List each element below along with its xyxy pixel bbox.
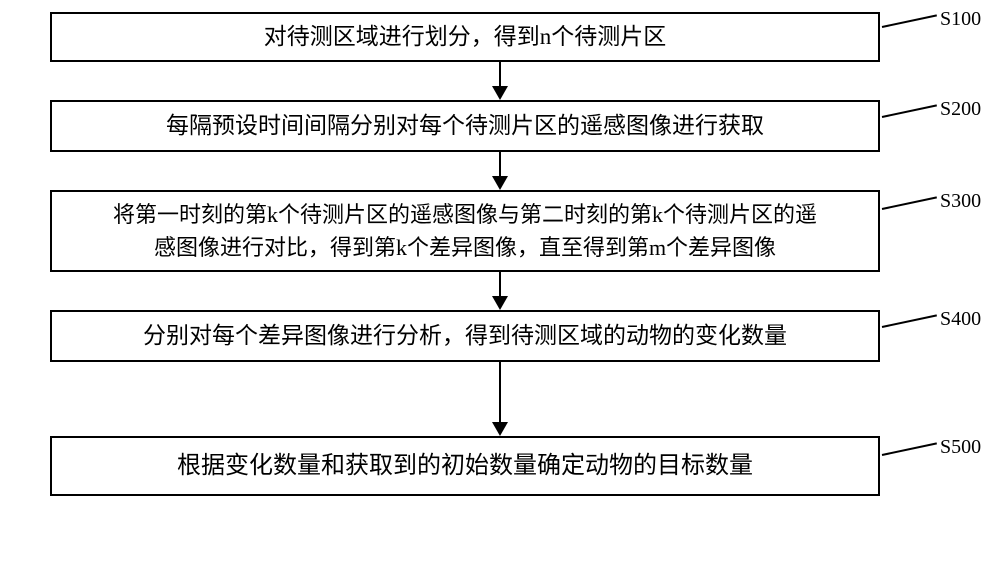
step-s300-text-l2: 感图像进行对比，得到第k个差异图像，直至得到第m个差异图像	[154, 231, 776, 264]
step-s500-text: 根据变化数量和获取到的初始数量确定动物的目标数量	[177, 448, 753, 484]
arrow-1-head	[492, 86, 508, 100]
step-s400-text: 分别对每个差异图像进行分析，得到待测区域的动物的变化数量	[143, 319, 787, 354]
step-s500-box: 根据变化数量和获取到的初始数量确定动物的目标数量	[50, 436, 880, 496]
flowchart-container: 对待测区域进行划分，得到n个待测片区 S100 每隔预设时间间隔分别对每个待测片…	[50, 12, 950, 496]
arrow-3-shaft	[499, 272, 501, 296]
step-s400-box: 分别对每个差异图像进行分析，得到待测区域的动物的变化数量	[50, 310, 880, 362]
step-s400-leader	[882, 314, 937, 328]
step-s300-text-l1: 将第一时刻的第k个待测片区的遥感图像与第二时刻的第k个待测片区的遥	[113, 198, 817, 231]
step-s200-leader	[882, 104, 937, 118]
arrow-3	[492, 272, 508, 310]
arrow-1-shaft	[499, 62, 501, 86]
arrow-2	[492, 152, 508, 190]
arrow-4-shaft	[499, 362, 501, 422]
arrow-1	[492, 62, 508, 100]
step-s300-wrap: 将第一时刻的第k个待测片区的遥感图像与第二时刻的第k个待测片区的遥 感图像进行对…	[50, 190, 950, 272]
step-s300-leader	[882, 196, 937, 210]
step-s400-label: S400	[940, 308, 981, 331]
step-s300-label: S300	[940, 190, 981, 213]
step-s100-leader	[882, 14, 937, 28]
step-s100-wrap: 对待测区域进行划分，得到n个待测片区 S100	[50, 12, 950, 62]
arrow-2-head	[492, 176, 508, 190]
step-s500-label: S500	[940, 436, 981, 459]
arrow-3-head	[492, 296, 508, 310]
step-s100-box: 对待测区域进行划分，得到n个待测片区	[50, 12, 880, 62]
step-s500-wrap: 根据变化数量和获取到的初始数量确定动物的目标数量 S500	[50, 436, 950, 496]
arrow-4-head	[492, 422, 508, 436]
step-s200-wrap: 每隔预设时间间隔分别对每个待测片区的遥感图像进行获取 S200	[50, 100, 950, 152]
step-s200-box: 每隔预设时间间隔分别对每个待测片区的遥感图像进行获取	[50, 100, 880, 152]
step-s200-text: 每隔预设时间间隔分别对每个待测片区的遥感图像进行获取	[166, 109, 764, 144]
arrow-2-shaft	[499, 152, 501, 176]
step-s500-leader	[882, 442, 937, 456]
step-s100-text: 对待测区域进行划分，得到n个待测片区	[264, 20, 667, 55]
step-s200-label: S200	[940, 98, 981, 121]
step-s300-box: 将第一时刻的第k个待测片区的遥感图像与第二时刻的第k个待测片区的遥 感图像进行对…	[50, 190, 880, 272]
step-s400-wrap: 分别对每个差异图像进行分析，得到待测区域的动物的变化数量 S400	[50, 310, 950, 362]
arrow-4	[492, 362, 508, 436]
step-s100-label: S100	[940, 8, 981, 31]
